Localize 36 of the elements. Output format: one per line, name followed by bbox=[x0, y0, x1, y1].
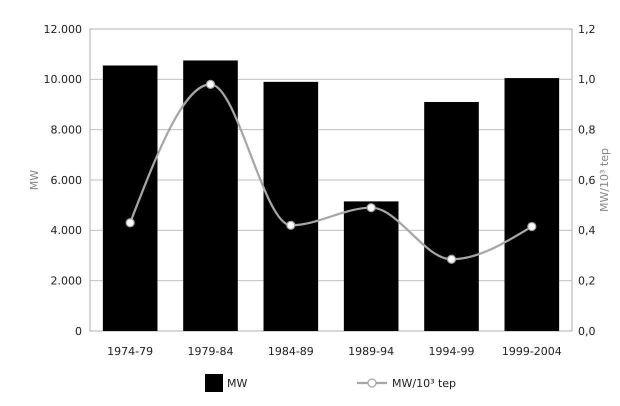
y2-tick-label: 1,0 bbox=[578, 73, 596, 86]
y-tick-label: 8.000 bbox=[50, 124, 82, 137]
y2-tick-label: 0,0 bbox=[578, 324, 596, 338]
y2-tick-label: 0,8 bbox=[578, 124, 596, 137]
y-tick-label: 12.000 bbox=[44, 22, 82, 36]
point bbox=[527, 222, 536, 232]
y2-tick-label: 0,4 bbox=[578, 224, 596, 238]
bar bbox=[183, 60, 238, 331]
y-tick-label: 4.000 bbox=[50, 224, 82, 238]
bar bbox=[344, 201, 398, 331]
x-tick-label: 1999-2004 bbox=[502, 345, 562, 358]
x-tick-label: 1989-94 bbox=[348, 345, 394, 358]
point bbox=[446, 254, 456, 264]
point bbox=[126, 218, 135, 228]
x-tick-label: 1974-79 bbox=[107, 345, 154, 358]
y-tick-label: 0 bbox=[75, 324, 82, 338]
y2-tick-label: 1,2 bbox=[578, 22, 596, 36]
x-tick-label: 1994-99 bbox=[428, 345, 474, 358]
bar bbox=[102, 65, 158, 331]
y-axis-title: MW bbox=[28, 170, 41, 190]
point bbox=[366, 203, 376, 212]
y2-axis-title: MW/10³ tep bbox=[598, 148, 611, 212]
bar bbox=[504, 78, 560, 331]
legend-label: MW bbox=[227, 376, 248, 390]
x-tick-label: 1984-89 bbox=[268, 345, 314, 358]
y-tick-label: 2.000 bbox=[50, 274, 82, 288]
point bbox=[286, 220, 296, 230]
y2-tick-label: 0,2 bbox=[578, 274, 596, 288]
bar bbox=[424, 102, 479, 331]
y-tick-label: 6.000 bbox=[50, 174, 82, 187]
legend-label: MW/10³ tep bbox=[392, 376, 456, 390]
point bbox=[206, 80, 216, 89]
x-tick-label: 1979-84 bbox=[188, 345, 234, 358]
y2-tick-label: 0,6 bbox=[578, 174, 596, 187]
bar bbox=[264, 82, 318, 331]
y-tick-label: 10.000 bbox=[44, 73, 82, 86]
